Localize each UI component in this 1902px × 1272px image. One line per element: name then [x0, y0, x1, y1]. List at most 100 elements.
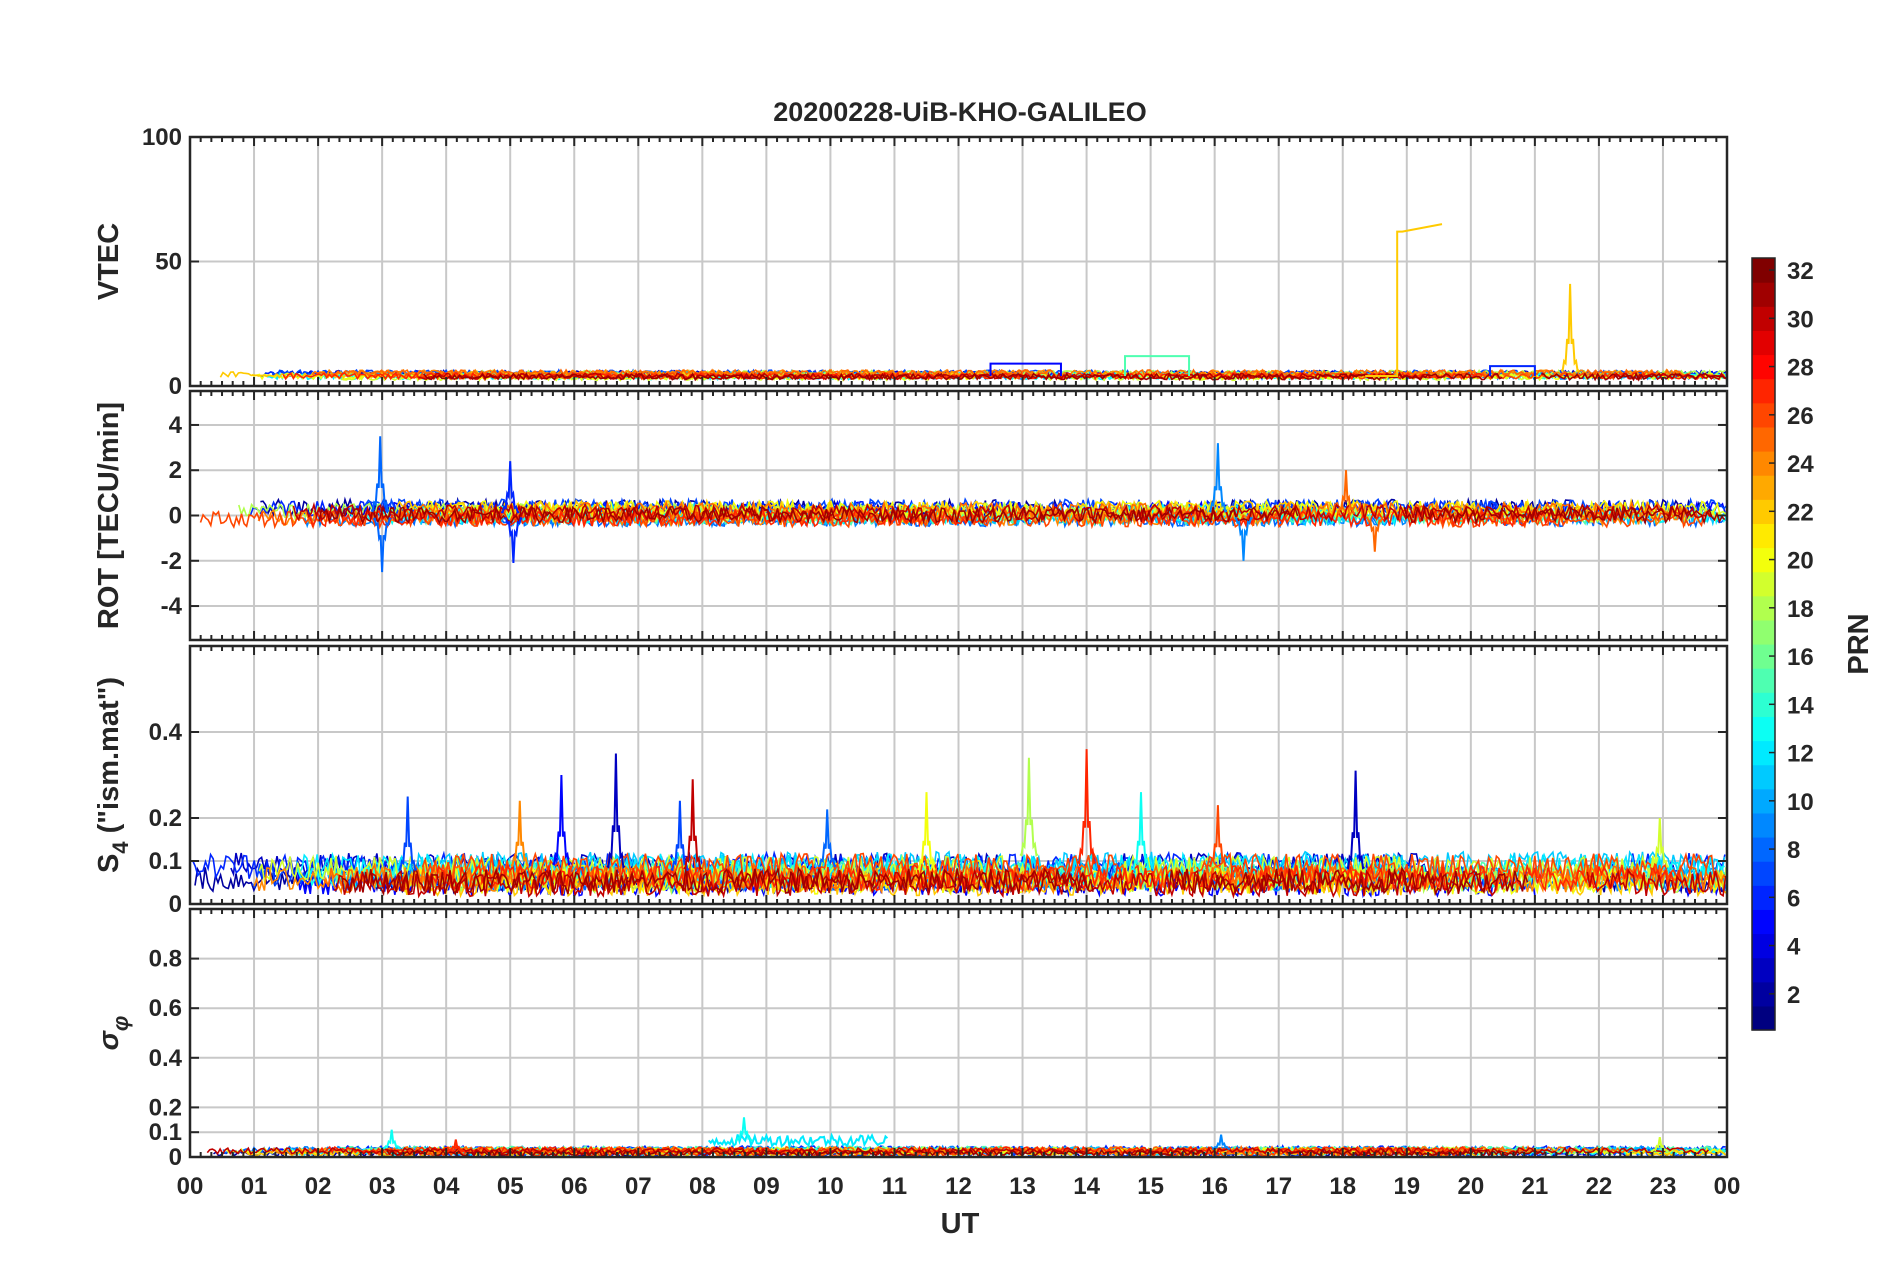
feature-prn-27 [446, 1139, 465, 1153]
colorbar-swatch [1752, 402, 1775, 428]
colorbar-swatch [1752, 885, 1775, 910]
feature-prn-24 [510, 800, 530, 868]
colorbar-swatch [1752, 788, 1775, 814]
x-tick-label: 11 [882, 1173, 907, 1200]
x-tick-label: 15 [1137, 1173, 1164, 1200]
colorbar-swatch [1752, 909, 1775, 935]
colorbar-swatch [1752, 716, 1775, 742]
x-tick-label: 02 [305, 1173, 332, 1200]
series-prn-31 [386, 1148, 1207, 1157]
x-tick-label: 18 [1329, 1173, 1356, 1200]
x-tick-label: 00 [1714, 1173, 1741, 1200]
feature-prn-3 [606, 753, 626, 869]
feature-prn-8 [372, 517, 392, 573]
colorbar-swatch [1752, 861, 1775, 886]
colorbar-tick-label: 22 [1787, 499, 1814, 526]
colorbar-swatch [1752, 426, 1775, 452]
chart-title: 20200228-UiB-KHO-GALILEO [773, 97, 1147, 127]
colorbar-tick-label: 28 [1787, 355, 1814, 382]
colorbar-swatch [1752, 258, 1775, 283]
colorbar-tick-label: 10 [1787, 789, 1814, 816]
y-axis-label-vtec: VTEC [93, 223, 125, 300]
feature-prn-5 [552, 774, 571, 866]
colorbar-tick-label: 16 [1787, 644, 1814, 671]
colorbar-swatch [1752, 668, 1775, 693]
y-tick-label: 0.1 [149, 848, 182, 875]
feature-prn-20 [917, 792, 936, 871]
y-tick-label: 0 [169, 1144, 182, 1171]
y-tick-label: 4 [169, 412, 183, 439]
colorbar-swatch [1752, 692, 1775, 717]
colorbar-swatch [1752, 619, 1775, 645]
s4-series [191, 749, 1727, 900]
y-tick-label: 0.2 [149, 805, 182, 832]
colorbar-swatch [1752, 1005, 1775, 1031]
series-prn-30 [206, 1146, 1092, 1156]
feature-prn-6 [504, 516, 523, 564]
y-axis-label-rot: ROT [TECU/min] [93, 402, 125, 629]
colorbar-swatch [1752, 957, 1775, 983]
x-tick-label: 19 [1393, 1173, 1420, 1200]
colorbar-swatch [1752, 764, 1775, 790]
x-tick-label: 07 [625, 1173, 652, 1200]
feature-prn-26 [1208, 805, 1228, 868]
feature-prn-25 [1336, 470, 1356, 515]
colorbar-swatch [1752, 354, 1775, 380]
y-tick-label: 50 [155, 249, 182, 276]
colorbar-frame [1751, 257, 1776, 1031]
x-tick-label: 05 [497, 1173, 524, 1200]
feature-prn-30 [683, 779, 703, 871]
feature-prn-6 [1489, 365, 1536, 377]
y-tick-label: -2 [161, 548, 182, 575]
series-prn-31 [318, 504, 1299, 526]
y-tick-label: 0.6 [149, 995, 182, 1022]
panel-s4: 0 0.1 0.2 0.4 S4 ("ism.mat") [93, 644, 1729, 918]
sigma_phi-series [206, 1117, 1727, 1157]
feature-prn-9 [1208, 443, 1228, 513]
feature-prn-6 [500, 461, 520, 514]
panel-vtec: 0 50 100 VTEC [93, 124, 1729, 400]
colorbar-label: PRN [1843, 613, 1875, 674]
series-prn-31 [1541, 371, 1727, 382]
colorbar-swatch [1752, 306, 1775, 331]
series-prn-30 [1586, 868, 1727, 898]
colorbar-swatch [1752, 330, 1775, 356]
series-prn-30 [292, 501, 938, 523]
y-axis-label-s4: S4 ("ism.mat") [93, 677, 133, 873]
colorbar-swatch [1752, 837, 1775, 862]
colorbar-swatch [1752, 981, 1775, 1007]
colorbar-swatch [1752, 499, 1775, 524]
x-tick-label: 06 [561, 1173, 588, 1200]
x-tick-label: 10 [817, 1173, 844, 1200]
series-prn-31 [1168, 866, 1529, 897]
feature-prn-3 [1346, 770, 1366, 870]
y-tick-label: 0 [169, 503, 182, 530]
x-tick-label: 01 [241, 1173, 268, 1200]
colorbar-swatch [1752, 571, 1775, 597]
colorbar-tick-label: 18 [1787, 596, 1814, 623]
x-tick-label: 20 [1457, 1173, 1484, 1200]
colorbar-swatch [1752, 644, 1775, 669]
feature-prn-5 [989, 362, 1062, 377]
feature-prn-13 [382, 1129, 401, 1150]
colorbar-tick-label: 20 [1787, 548, 1814, 575]
y-tick-label: -4 [161, 593, 183, 620]
series-prn-31 [342, 866, 1094, 897]
panel-rot: -4 -2 0 2 4 ROT [TECU/min] [93, 389, 1729, 642]
x-tick-label: 08 [689, 1173, 716, 1200]
y-tick-label: 0.2 [149, 1094, 182, 1121]
feature-prn-8 [370, 436, 390, 513]
x-tick-label: 13 [1009, 1173, 1036, 1200]
y-tick-label: 2 [169, 457, 182, 484]
colorbar-swatch [1752, 547, 1775, 573]
colorbar-swatch [1752, 933, 1775, 959]
y-tick-label: 0.1 [149, 1119, 182, 1146]
x-tick-label: 03 [369, 1173, 396, 1200]
feature-prn-25 [1365, 516, 1384, 552]
colorbar-tick-label: 24 [1787, 451, 1814, 478]
feature-prn-7 [398, 796, 418, 871]
colorbar-tick-label: 14 [1787, 692, 1814, 719]
